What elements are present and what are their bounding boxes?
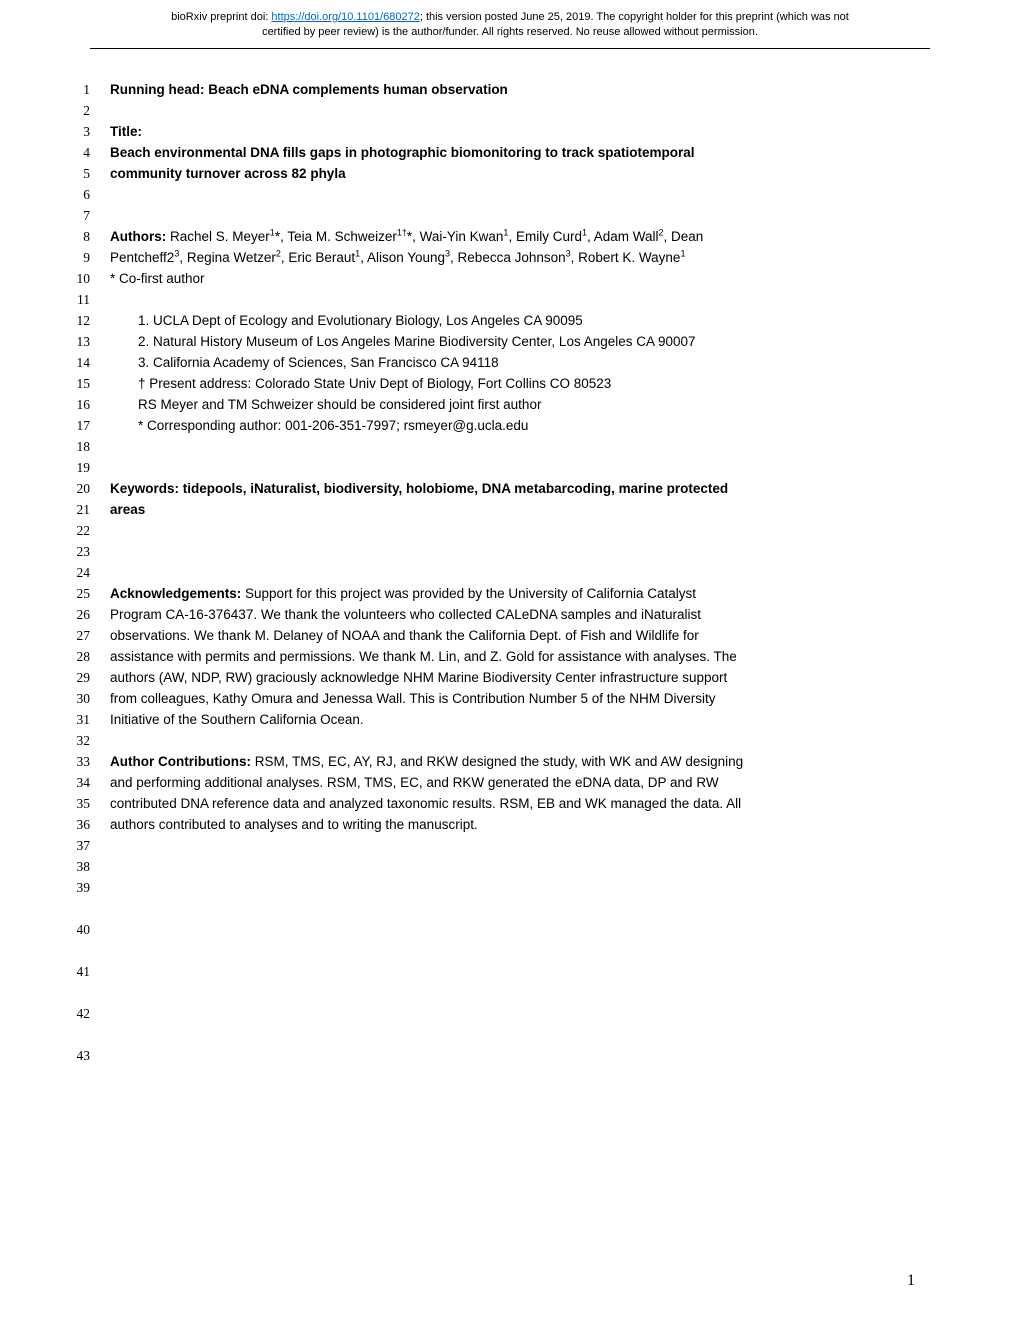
line-num: 2 xyxy=(60,100,90,121)
line-num: 34 xyxy=(60,772,90,793)
header-divider xyxy=(90,48,930,49)
line-num: 24 xyxy=(60,562,90,583)
doi-link[interactable]: https://doi.org/10.1101/680272 xyxy=(271,11,419,23)
line-num: 19 xyxy=(60,457,90,478)
line-num: 14 xyxy=(60,352,90,373)
ack-line5: authors (AW, NDP, RW) graciously acknowl… xyxy=(110,667,915,688)
line-numbers-gutter: 1 2 3 4 5 6 7 8 9 10 11 12 13 14 15 16 1… xyxy=(60,79,90,1087)
affiliation-3: 3. California Academy of Sciences, San F… xyxy=(110,352,915,373)
page-number: 1 xyxy=(907,1272,915,1290)
ack-line4: assistance with permits and permissions.… xyxy=(110,646,915,667)
line-num: 3 xyxy=(60,121,90,142)
line-num: 28 xyxy=(60,646,90,667)
line-num: 22 xyxy=(60,520,90,541)
line-num: 32 xyxy=(60,730,90,751)
ack-line3: observations. We thank M. Delaney of NOA… xyxy=(110,625,915,646)
page-content: 1 2 3 4 5 6 7 8 9 10 11 12 13 14 15 16 1… xyxy=(0,79,1020,835)
preprint-line2: certified by peer review) is the author/… xyxy=(262,26,758,38)
preprint-text-prefix: bioRxiv preprint doi: xyxy=(171,11,271,23)
line-num: 23 xyxy=(60,541,90,562)
ack-line7: Initiative of the Southern California Oc… xyxy=(110,709,915,730)
line-num: 18 xyxy=(60,436,90,457)
line-num: 41 xyxy=(60,961,90,1003)
authors-line2: Pentcheff23, Regina Wetzer2, Eric Beraut… xyxy=(110,247,915,268)
line-num: 16 xyxy=(60,394,90,415)
line-num: 4 xyxy=(60,142,90,163)
preprint-text-suffix: ; this version posted June 25, 2019. The… xyxy=(420,11,849,23)
joint-author-note: RS Meyer and TM Schweizer should be cons… xyxy=(110,394,915,415)
line-num: 5 xyxy=(60,163,90,184)
contrib-label: Author Contributions: xyxy=(110,754,251,769)
line-num: 15 xyxy=(60,373,90,394)
line-num: 7 xyxy=(60,205,90,226)
line-num: 38 xyxy=(60,856,90,877)
line-num: 12 xyxy=(60,310,90,331)
line-num: 11 xyxy=(60,289,90,310)
authors-label: Authors: xyxy=(110,229,166,244)
line-num: 43 xyxy=(60,1045,90,1087)
line-num: 39 xyxy=(60,877,90,919)
line-num: 9 xyxy=(60,247,90,268)
line-num: 13 xyxy=(60,331,90,352)
title-label: Title: xyxy=(110,121,915,142)
line-num: 40 xyxy=(60,919,90,961)
affiliation-2: 2. Natural History Museum of Los Angeles… xyxy=(110,331,915,352)
preprint-header: bioRxiv preprint doi: https://doi.org/10… xyxy=(0,0,1020,44)
title-line1: Beach environmental DNA fills gaps in ph… xyxy=(110,142,915,163)
line-num: 35 xyxy=(60,793,90,814)
ack-line6: from colleagues, Kathy Omura and Jenessa… xyxy=(110,688,915,709)
line-num: 37 xyxy=(60,835,90,856)
line-num: 25 xyxy=(60,583,90,604)
line-num: 6 xyxy=(60,184,90,205)
body-text: Running head: Beach eDNA complements hum… xyxy=(110,79,915,835)
keywords-line1: Keywords: tidepools, iNaturalist, biodiv… xyxy=(110,478,915,499)
line-num: 31 xyxy=(60,709,90,730)
line-num: 10 xyxy=(60,268,90,289)
affiliation-1: 1. UCLA Dept of Ecology and Evolutionary… xyxy=(110,310,915,331)
line-num: 29 xyxy=(60,667,90,688)
ack-label: Acknowledgements: xyxy=(110,586,241,601)
line-num: 36 xyxy=(60,814,90,835)
line-num: 17 xyxy=(60,415,90,436)
line-num: 1 xyxy=(60,79,90,100)
title-line2: community turnover across 82 phyla xyxy=(110,163,915,184)
authors-line1: Authors: Rachel S. Meyer1*, Teia M. Schw… xyxy=(110,226,915,247)
line-num: 30 xyxy=(60,688,90,709)
running-head: Running head: Beach eDNA complements hum… xyxy=(110,79,915,100)
contrib-line2: and performing additional analyses. RSM,… xyxy=(110,772,915,793)
line-num: 27 xyxy=(60,625,90,646)
line-num: 26 xyxy=(60,604,90,625)
contrib-line1: Author Contributions: RSM, TMS, EC, AY, … xyxy=(110,751,915,772)
corresponding-author: * Corresponding author: 001-206-351-7997… xyxy=(110,415,915,436)
ack-line2: Program CA-16-376437. We thank the volun… xyxy=(110,604,915,625)
cofirst-author: * Co-first author xyxy=(110,268,915,289)
contrib-line3: contributed DNA reference data and analy… xyxy=(110,793,915,814)
ack-line1: Acknowledgements: Support for this proje… xyxy=(110,583,915,604)
line-num: 33 xyxy=(60,751,90,772)
line-num: 21 xyxy=(60,499,90,520)
present-address: † Present address: Colorado State Univ D… xyxy=(110,373,915,394)
line-num: 8 xyxy=(60,226,90,247)
line-num: 42 xyxy=(60,1003,90,1045)
contrib-line4: authors contributed to analyses and to w… xyxy=(110,814,915,835)
keywords-line2: areas xyxy=(110,499,915,520)
line-num: 20 xyxy=(60,478,90,499)
